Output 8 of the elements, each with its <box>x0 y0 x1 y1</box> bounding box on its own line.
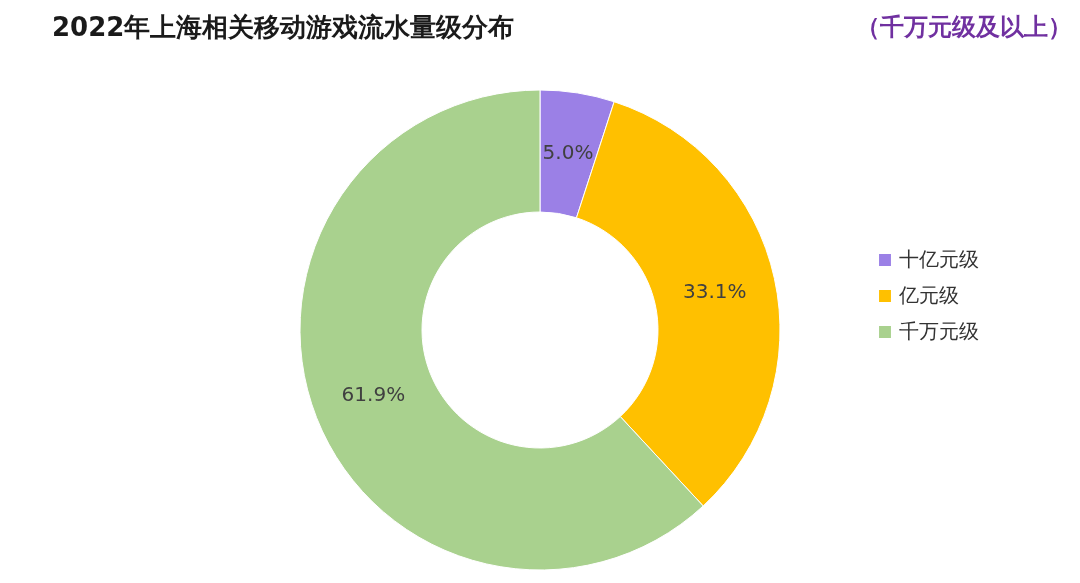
chart-subtitle: （千万元级及以上） <box>856 13 1072 41</box>
data-label: 61.9% <box>341 382 406 407</box>
legend-label: 亿元级 <box>898 283 959 307</box>
data-label: 33.1% <box>683 278 747 303</box>
legend-label: 千万元级 <box>899 319 979 343</box>
data-label: 5.0% <box>542 140 594 165</box>
chart-title: 2022年上海相关移动游戏流水量级分布 <box>52 12 515 42</box>
legend-label: 十亿元级 <box>899 247 979 271</box>
